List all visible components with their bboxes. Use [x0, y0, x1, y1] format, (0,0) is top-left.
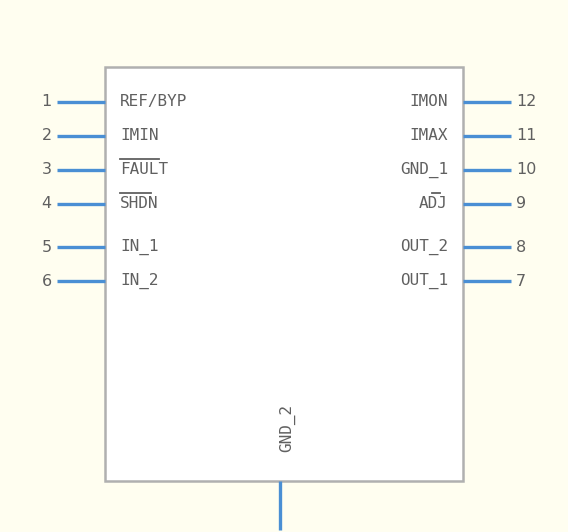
Bar	[105, 66, 463, 481]
Text: 10: 10	[516, 162, 537, 177]
Text: 2: 2	[41, 128, 52, 143]
Text: GND_1: GND_1	[400, 162, 448, 178]
Text: 5: 5	[41, 239, 52, 254]
Text: GND_2: GND_2	[279, 404, 295, 452]
Text: 3: 3	[42, 162, 52, 177]
Text: REF/BYP: REF/BYP	[120, 94, 187, 109]
Text: 4: 4	[41, 196, 52, 211]
Text: FAULT: FAULT	[120, 162, 168, 177]
Text: ADJ: ADJ	[419, 196, 448, 211]
Text: 9: 9	[516, 196, 527, 211]
Text: 11: 11	[516, 128, 537, 143]
Text: OUT_1: OUT_1	[400, 273, 448, 289]
Text: 12: 12	[516, 94, 537, 109]
Text: 8: 8	[516, 239, 527, 254]
Text: SHDN: SHDN	[120, 196, 158, 211]
Text: IMAX: IMAX	[410, 128, 448, 143]
Text: 6: 6	[41, 273, 52, 288]
Text: IN_2: IN_2	[120, 273, 158, 289]
Text: IN_1: IN_1	[120, 239, 158, 255]
Text: 7: 7	[516, 273, 527, 288]
Text: OUT_2: OUT_2	[400, 239, 448, 255]
Text: 1: 1	[41, 94, 52, 109]
Text: IMIN: IMIN	[120, 128, 158, 143]
Text: IMON: IMON	[410, 94, 448, 109]
